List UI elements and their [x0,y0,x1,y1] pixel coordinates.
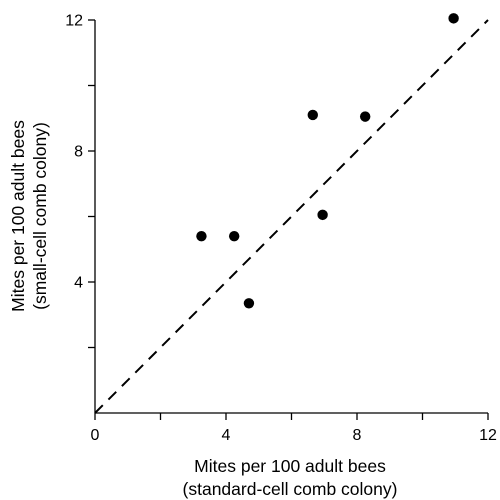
x-tick-label: 0 [91,427,100,444]
y-axis-title-line-2: (small-cell comb colony) [30,122,50,310]
axes [88,19,489,420]
data-point [307,109,318,121]
data-points [196,13,459,309]
data-point [448,13,459,24]
y-tick-label: 8 [74,144,83,161]
y-axis-title-line-1: Mites per 100 adult bees [8,120,28,312]
y-tick-label: 4 [74,275,83,292]
y-tick-label: 12 [65,13,83,30]
data-point [228,230,240,242]
data-point [243,298,255,309]
data-point [359,111,371,122]
x-tick-label: 12 [479,427,497,444]
x-axis-title-line-1: Mites per 100 adult bees [194,456,386,476]
data-point [317,209,328,221]
x-tick-label: 8 [353,427,362,444]
data-point [196,230,207,242]
x-tick-label: 4 [222,427,231,444]
tick-labels: 0 4 8 12 4 8 12 [65,13,497,445]
reference-line [94,19,489,414]
x-axis-title-line-2: (standard-cell comb colony) [183,479,398,499]
